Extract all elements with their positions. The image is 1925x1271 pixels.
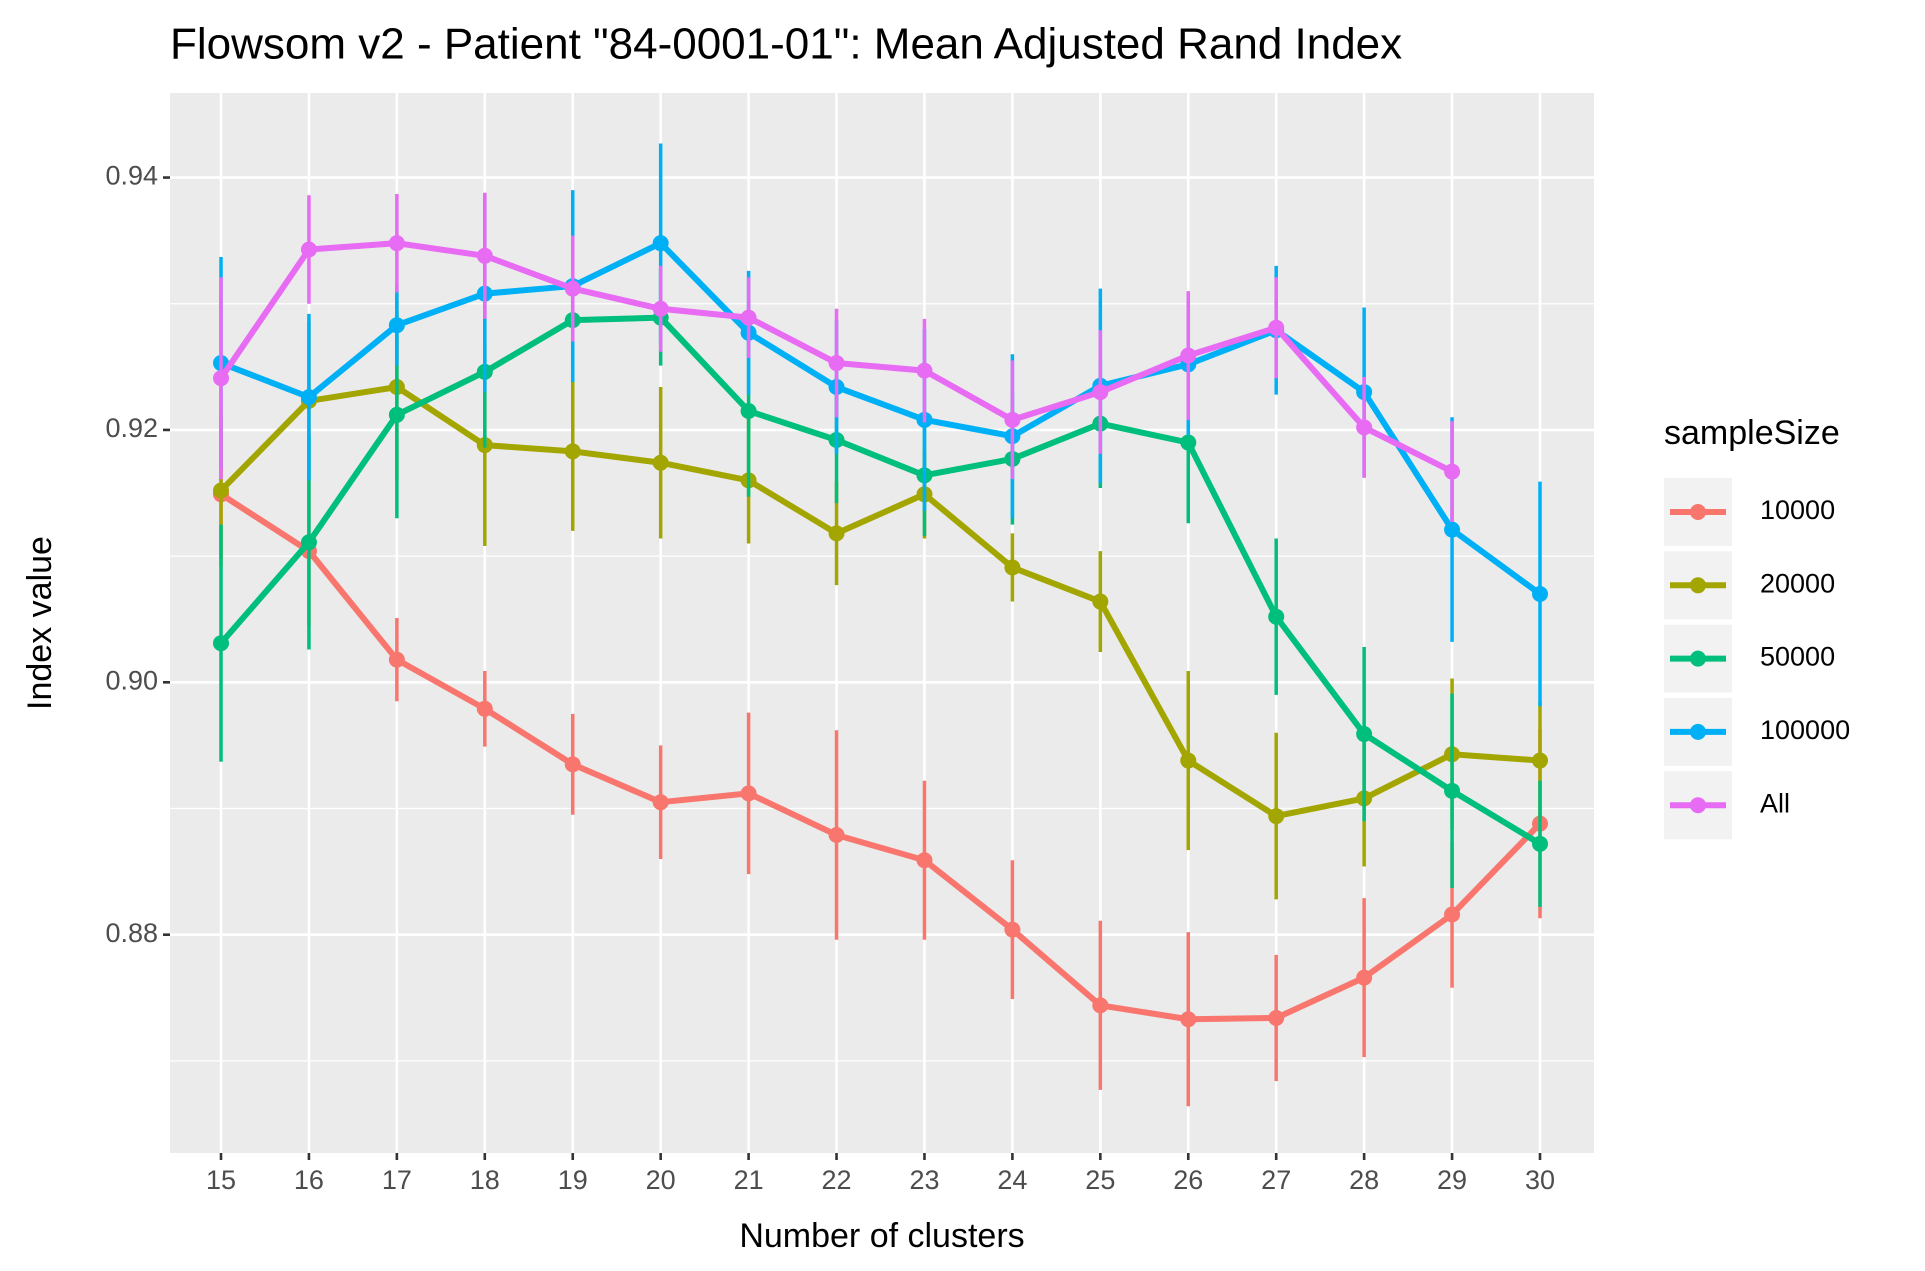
x-tick-label: 28 bbox=[1349, 1165, 1379, 1195]
y-tick-label: 0.88 bbox=[105, 918, 158, 948]
x-tick-label: 22 bbox=[822, 1165, 852, 1195]
x-tick-label: 23 bbox=[909, 1165, 939, 1195]
point bbox=[828, 355, 845, 372]
point bbox=[1444, 521, 1461, 538]
x-tick-label: 19 bbox=[558, 1165, 588, 1195]
y-tick-label: 0.90 bbox=[105, 665, 158, 695]
point bbox=[1092, 997, 1109, 1014]
point bbox=[1444, 782, 1461, 799]
legend-title: sampleSize bbox=[1664, 414, 1840, 452]
point bbox=[652, 235, 669, 252]
legend-key-point bbox=[1690, 504, 1706, 520]
legend-label: 100000 bbox=[1760, 715, 1850, 745]
point bbox=[1532, 585, 1548, 602]
point bbox=[213, 370, 229, 387]
point bbox=[1092, 593, 1109, 610]
x-tick-label: 16 bbox=[294, 1165, 324, 1195]
y-axis-title: Index value bbox=[21, 536, 59, 710]
point bbox=[1268, 1009, 1285, 1026]
point bbox=[652, 794, 669, 811]
x-tick-label: 27 bbox=[1261, 1165, 1291, 1195]
point bbox=[828, 525, 845, 542]
x-tick-label: 20 bbox=[646, 1165, 676, 1195]
x-tick-label: 26 bbox=[1173, 1165, 1203, 1195]
point bbox=[1268, 808, 1285, 825]
series-line bbox=[218, 314, 1542, 847]
point bbox=[388, 235, 405, 252]
point bbox=[1092, 384, 1109, 401]
point bbox=[740, 403, 757, 419]
point bbox=[828, 827, 845, 843]
legend-label: All bbox=[1760, 788, 1790, 818]
point bbox=[1004, 411, 1021, 428]
chart-title: Flowsom v2 - Patient "84-0001-01": Mean … bbox=[170, 20, 1402, 69]
point bbox=[1356, 419, 1373, 436]
point bbox=[1444, 463, 1461, 480]
point bbox=[652, 300, 669, 317]
point bbox=[1356, 726, 1373, 743]
point bbox=[388, 651, 405, 668]
legend-label: 10000 bbox=[1760, 495, 1835, 525]
plot-background bbox=[170, 93, 1594, 1153]
point bbox=[300, 389, 317, 406]
point bbox=[916, 852, 933, 869]
x-tick-label: 29 bbox=[1437, 1165, 1467, 1195]
point bbox=[1004, 921, 1021, 938]
point bbox=[1532, 835, 1548, 852]
x-tick-label: 30 bbox=[1525, 1165, 1555, 1195]
x-tick-label: 18 bbox=[470, 1165, 500, 1195]
point bbox=[1268, 608, 1285, 625]
point bbox=[300, 534, 317, 551]
point bbox=[740, 785, 757, 802]
y-tick-label: 0.94 bbox=[105, 161, 158, 191]
legend-key-point bbox=[1690, 797, 1706, 814]
point bbox=[213, 635, 229, 652]
point bbox=[1180, 434, 1197, 451]
point bbox=[740, 309, 757, 326]
legend-label: 50000 bbox=[1760, 642, 1835, 672]
legend-key-point bbox=[1690, 577, 1706, 594]
x-tick-label: 15 bbox=[206, 1165, 236, 1195]
point bbox=[564, 756, 581, 773]
x-tick-label: 24 bbox=[997, 1165, 1027, 1195]
point bbox=[1532, 752, 1548, 769]
point bbox=[388, 406, 405, 423]
point bbox=[476, 247, 493, 264]
point bbox=[916, 362, 933, 379]
point bbox=[213, 482, 229, 499]
x-axis-title: Number of clusters bbox=[739, 1217, 1024, 1255]
point bbox=[652, 454, 669, 471]
point bbox=[1180, 347, 1197, 364]
point bbox=[564, 443, 581, 460]
point bbox=[1356, 969, 1373, 986]
legend-key-point bbox=[1690, 723, 1706, 740]
point bbox=[564, 280, 581, 297]
y-tick-label: 0.92 bbox=[105, 413, 158, 443]
series-line bbox=[219, 491, 1543, 1023]
point bbox=[388, 317, 405, 334]
x-tick-label: 21 bbox=[734, 1165, 764, 1195]
point bbox=[1444, 906, 1461, 923]
point bbox=[1268, 319, 1285, 336]
point bbox=[476, 700, 493, 717]
point bbox=[1180, 752, 1197, 769]
series-line bbox=[219, 240, 1542, 597]
point bbox=[1004, 559, 1021, 576]
series-line bbox=[218, 384, 1541, 820]
legend-label: 20000 bbox=[1760, 568, 1835, 598]
x-tick-label: 25 bbox=[1085, 1165, 1115, 1195]
point bbox=[1180, 1011, 1197, 1028]
x-tick-label: 17 bbox=[382, 1165, 412, 1195]
legend-key-point bbox=[1690, 650, 1706, 667]
point bbox=[300, 241, 317, 258]
